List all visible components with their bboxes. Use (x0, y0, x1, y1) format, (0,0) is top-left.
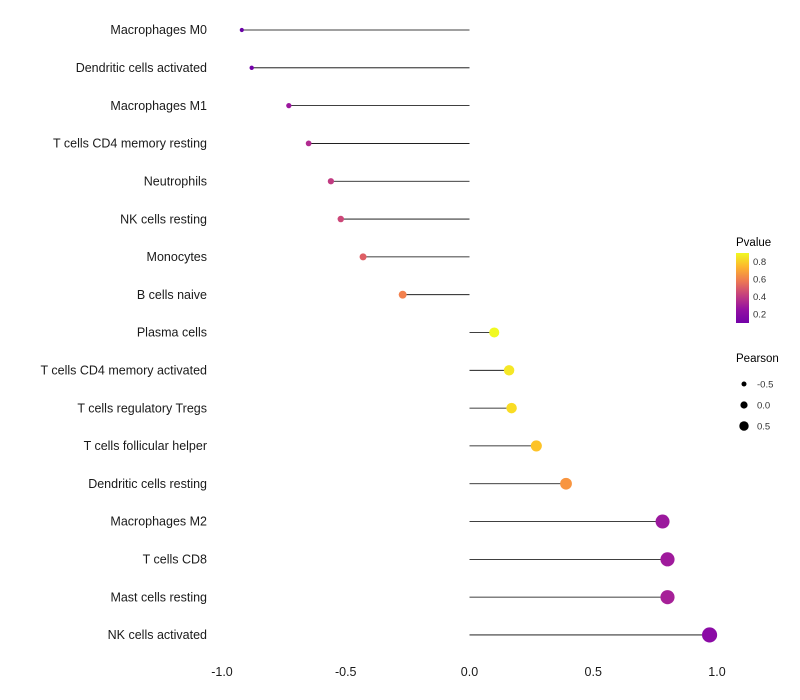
y-axis-label: NK cells resting (120, 212, 207, 226)
y-axis-label: B cells naive (137, 288, 207, 302)
lollipop-dot (503, 365, 515, 376)
lollipop-dot (660, 552, 675, 567)
lollipop-dot (239, 27, 244, 33)
x-axis-tick-label: 0.5 (585, 665, 602, 679)
lollipop-row: T cells regulatory Tregs (77, 401, 517, 415)
lollipop-row: Mast cells resting (110, 590, 675, 605)
lollipop-row: Plasma cells (137, 326, 500, 340)
lollipop-row: B cells naive (137, 288, 470, 302)
legend-pvalue-gradient (736, 253, 749, 323)
lollipop-row: T cells CD8 (143, 552, 675, 567)
lollipop-row: Macrophages M1 (110, 99, 470, 113)
lollipop-row: Neutrophils (144, 174, 470, 188)
y-axis-label: NK cells activated (108, 628, 207, 642)
x-axis-tick-label: 0.0 (461, 665, 478, 679)
lollipop-row: Dendritic cells activated (76, 61, 470, 75)
legend-pvalue-title: Pvalue (736, 237, 771, 249)
lollipop-row: Macrophages M0 (110, 23, 470, 37)
lollipop-dot (337, 215, 345, 223)
y-axis-label: Macrophages M0 (110, 23, 207, 37)
x-axis-tick-label: -1.0 (211, 665, 233, 679)
legend-pvalue-tick-label: 0.4 (753, 292, 766, 303)
x-axis-tick-label: 1.0 (708, 665, 725, 679)
y-axis-label: Dendritic cells resting (88, 477, 207, 491)
y-axis-label: Mast cells resting (110, 590, 207, 604)
lollipop-dot (560, 477, 572, 490)
lollipop-row: T cells CD4 memory activated (41, 363, 515, 377)
lollipop-dot (249, 65, 254, 71)
y-axis-label: Dendritic cells activated (76, 61, 207, 75)
lollipop-dot (530, 440, 542, 452)
y-axis-label: Neutrophils (144, 174, 207, 188)
lollipop-row: T cells CD4 memory resting (53, 137, 470, 151)
lollipop-dot (305, 140, 312, 147)
lollipop-row: Monocytes (147, 250, 470, 264)
y-axis-label: T cells follicular helper (84, 439, 207, 453)
lollipop-dot (489, 327, 500, 338)
legend-pearson-dot (740, 401, 748, 409)
lollipop-row: T cells follicular helper (84, 439, 542, 453)
lollipop-dot (506, 402, 517, 414)
x-axis-tick-label: -0.5 (335, 665, 357, 679)
y-axis-label: Plasma cells (137, 326, 207, 340)
legend-pearson-title: Pearson (736, 353, 779, 365)
lollipop-row: NK cells activated (108, 627, 718, 643)
y-axis-label: Macrophages M2 (110, 515, 207, 529)
legend-pearson-label: 0.0 (757, 401, 770, 412)
lollipop-row: NK cells resting (120, 212, 470, 226)
legend-pearson-dot (741, 381, 747, 387)
lollipop-dot (286, 102, 292, 109)
y-axis-label: T cells CD4 memory activated (41, 363, 208, 377)
lollipop-row: Macrophages M2 (110, 514, 670, 529)
lollipop-dot (359, 253, 367, 261)
legend-pvalue-tick-label: 0.2 (753, 310, 766, 321)
y-axis-label: T cells CD4 memory resting (53, 137, 207, 151)
legend-pearson-label: -0.5 (757, 380, 773, 391)
y-axis-label: Monocytes (147, 250, 207, 264)
lollipop-dot (660, 590, 675, 605)
lollipop-dot (702, 627, 718, 643)
y-axis-label: T cells regulatory Tregs (77, 401, 207, 415)
lollipop-dot (655, 514, 670, 529)
y-axis-label: T cells CD8 (143, 553, 207, 567)
legend-pearson-label: 0.5 (757, 422, 770, 433)
lollipop-dot (398, 290, 407, 299)
legend-pearson-dot (739, 421, 749, 431)
legend-pvalue-tick-label: 0.8 (753, 257, 766, 268)
y-axis-label: Macrophages M1 (110, 99, 207, 113)
lollipop-row: Dendritic cells resting (88, 477, 572, 491)
lollipop-dot (327, 178, 335, 185)
legend-pvalue-tick-label: 0.6 (753, 275, 766, 286)
